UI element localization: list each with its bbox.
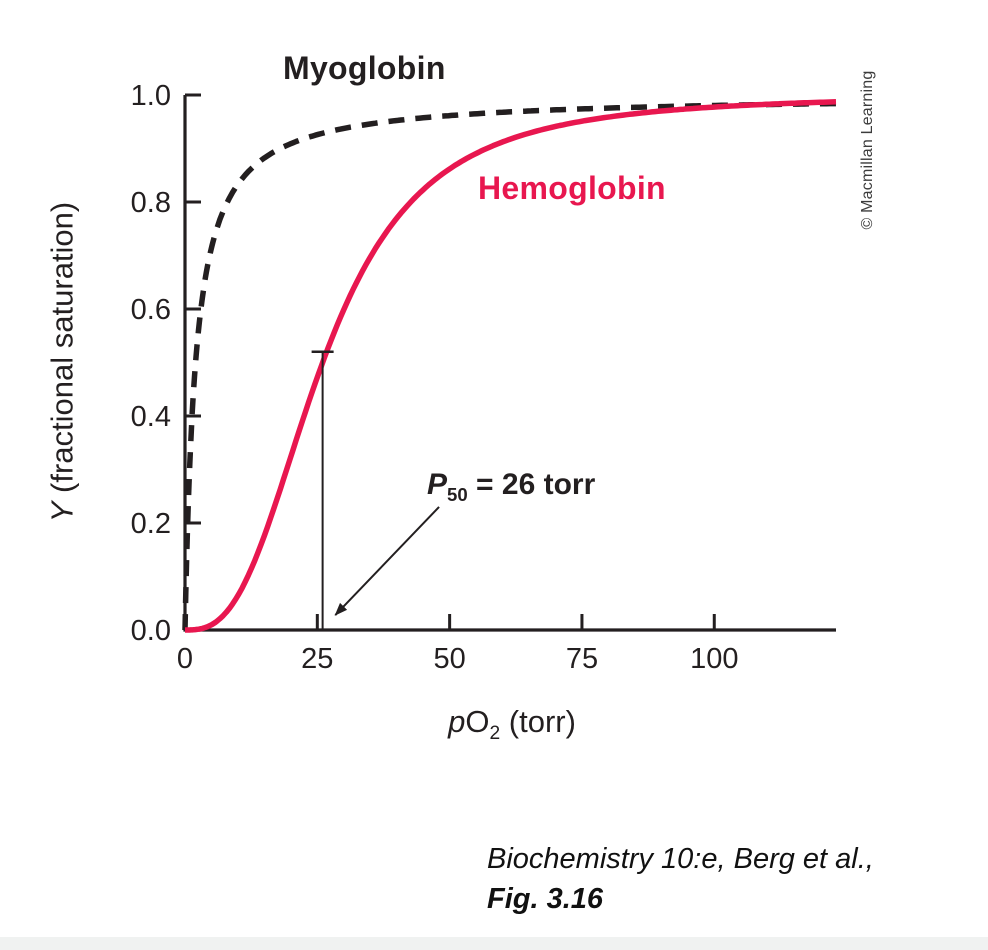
myoglobin-curve-label: Myoglobin — [283, 50, 446, 86]
x-axis-title: pO2 (torr) — [448, 706, 576, 743]
figure-caption: Biochemistry 10:e, Berg et al., Fig. 3.1… — [487, 841, 874, 918]
copyright-notice: © Macmillan Learning — [859, 70, 876, 230]
caption-source: Biochemistry 10:e, Berg et al., — [487, 843, 874, 875]
x-axis-title-symbol: p — [448, 704, 466, 739]
y-tick-label: 0.0 — [131, 615, 171, 647]
x-tick-label: 100 — [690, 643, 738, 675]
y-axis-title-symbol: Y — [44, 501, 80, 523]
hemoglobin-curve — [183, 99, 837, 633]
y-tick-label: 0.2 — [131, 508, 171, 540]
caption-figure-number: Fig. 3.16 — [487, 883, 604, 916]
p50-value: = 26 torr — [467, 468, 596, 501]
y-tick-label: 0.6 — [131, 294, 171, 326]
x-tick-label: 50 — [434, 643, 466, 675]
x-axis-title-element: O — [465, 704, 490, 739]
p50-arrow — [334, 506, 440, 616]
x-tick-label: 0 — [177, 643, 193, 675]
x-axis-title-unit: (torr) — [500, 704, 576, 739]
x-axis-title-subscript: 2 — [489, 723, 501, 745]
y-tick-label: 1.0 — [131, 80, 171, 112]
y-axis-title-text: (fractional saturation) — [44, 201, 80, 502]
y-axis-title: Y (fractional saturation) — [44, 201, 80, 523]
y-tick-label: 0.8 — [131, 187, 171, 219]
hemoglobin-curve-label: Hemoglobin — [478, 170, 666, 206]
p50-subscript: 50 — [447, 484, 468, 505]
x-tick-label: 75 — [566, 643, 598, 675]
x-tick-label: 25 — [301, 643, 333, 675]
y-tick-label: 0.4 — [131, 401, 171, 433]
p50-annotation: P50 = 26 torr — [427, 470, 595, 505]
p50-symbol: P — [427, 468, 448, 501]
bottom-edge-strip — [0, 937, 988, 950]
